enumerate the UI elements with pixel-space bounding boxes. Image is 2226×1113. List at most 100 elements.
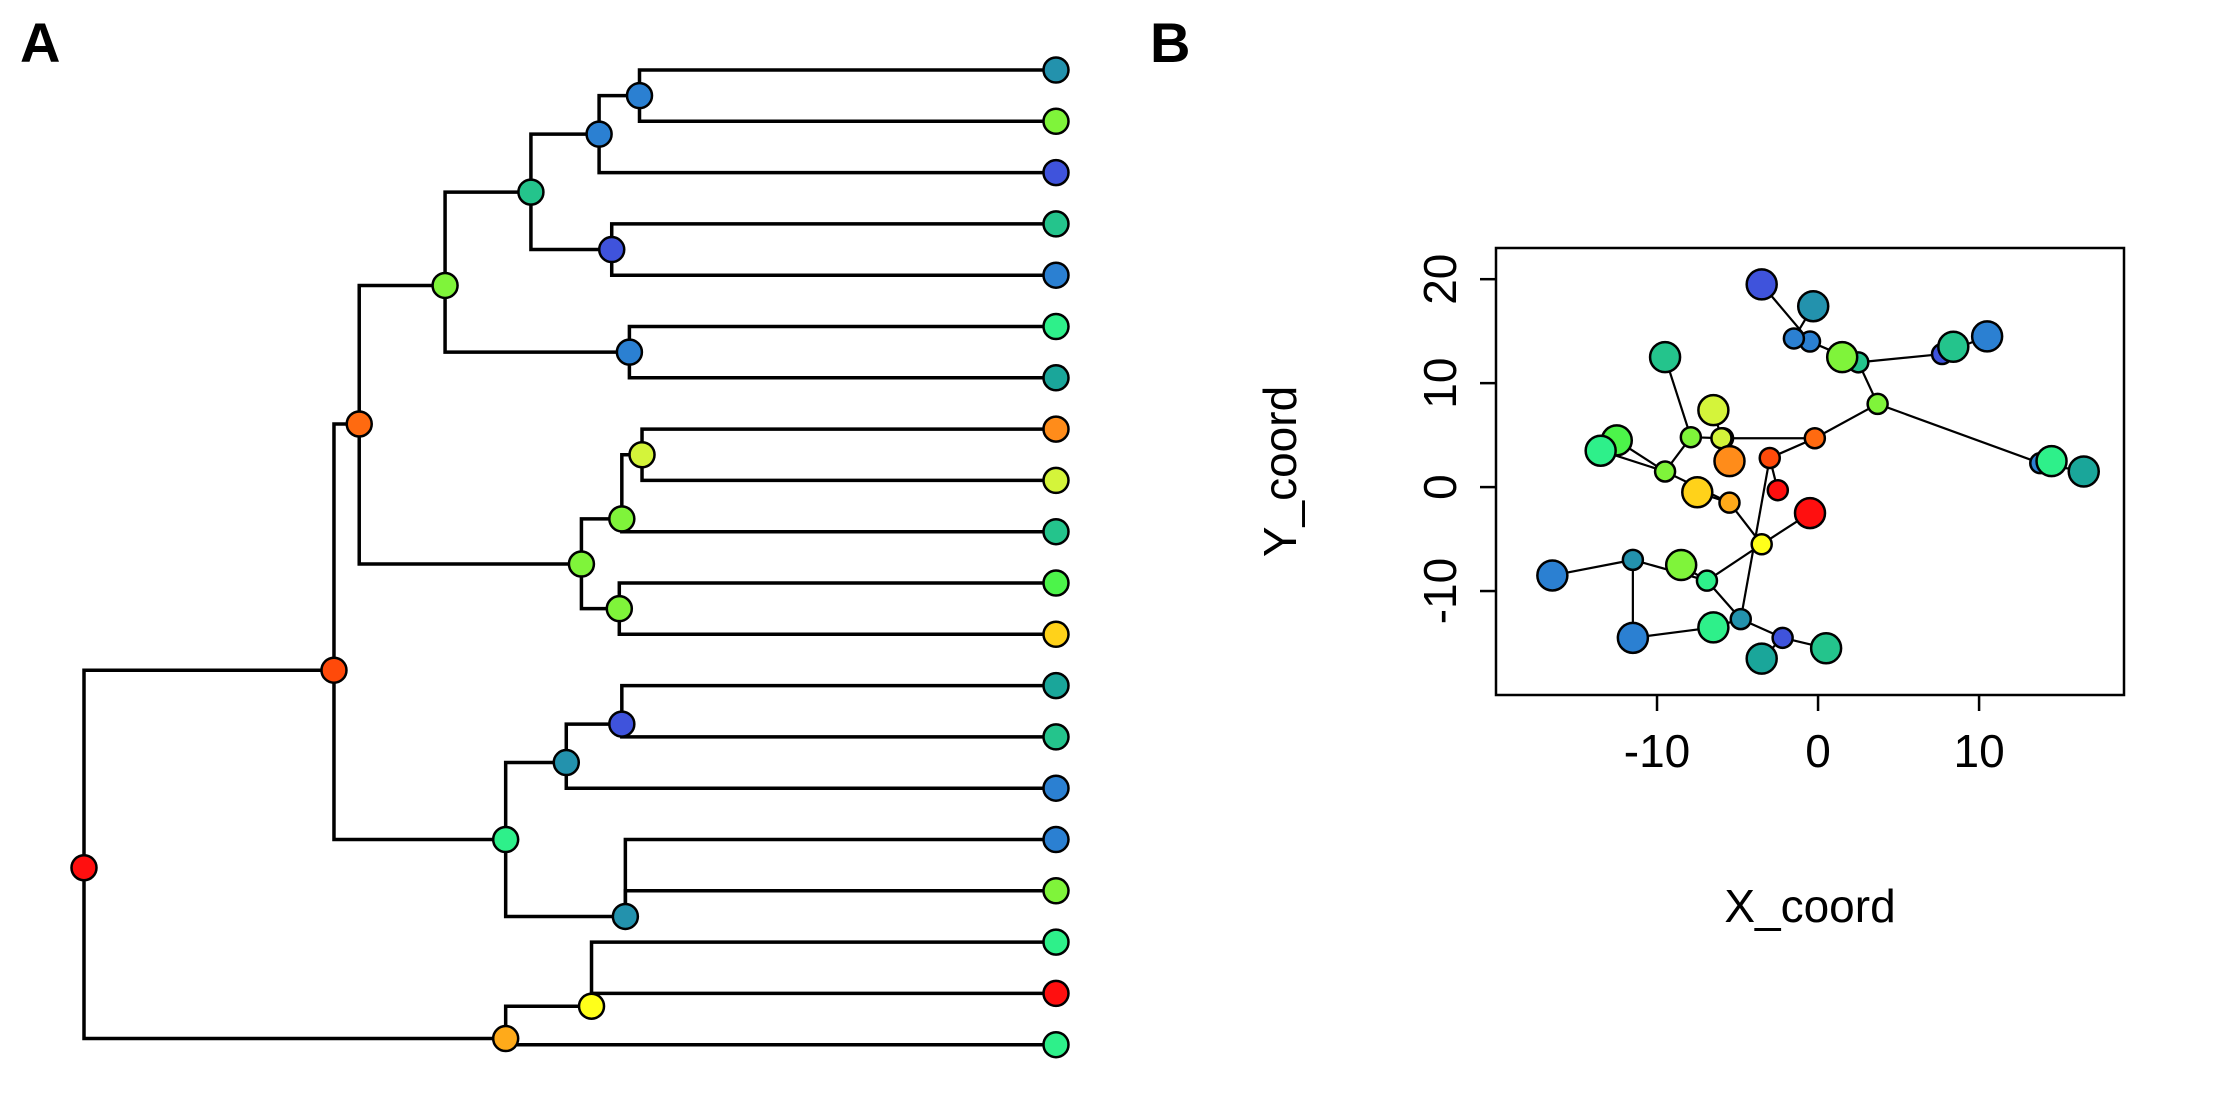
tree-internal-node — [431, 271, 459, 300]
scatter-point — [1793, 496, 1827, 530]
tree-tip-node — [1042, 877, 1070, 905]
tree-tip-node — [1042, 620, 1070, 649]
scatter-point — [1937, 330, 1970, 364]
tree-tip-branch — [620, 518, 1056, 534]
y-tick-label: -10 — [1414, 558, 1466, 624]
tree-internal-node — [345, 410, 373, 438]
tree-tip-branch — [623, 837, 1056, 917]
y-axis-label: Y_coord — [1254, 386, 1306, 557]
scatter-point — [1648, 340, 1682, 374]
scatter-point — [1729, 607, 1753, 631]
tree-branch — [332, 422, 360, 671]
x-axis: -10 0 10 — [1624, 695, 2005, 777]
tree-internal-node — [491, 825, 520, 854]
scatter-point — [1664, 548, 1698, 582]
tree-internal-node — [320, 656, 348, 684]
scatter-point — [1679, 425, 1703, 449]
scatter-point — [2067, 455, 2100, 488]
tree-branch — [529, 132, 600, 193]
tree-internal-node — [552, 748, 581, 777]
tree-internal-node — [628, 441, 656, 469]
tree-tip-node — [1042, 928, 1070, 956]
tree-tip-node — [1042, 825, 1070, 854]
tree-tip-branch — [640, 454, 1056, 483]
tree-tip-node — [1042, 466, 1070, 495]
x-tick-label: 0 — [1805, 725, 1831, 777]
tree-tip-branch — [623, 889, 1056, 917]
tree-internal-node — [608, 505, 636, 533]
scatter-point — [1745, 642, 1778, 675]
scatter-point — [1803, 426, 1827, 450]
panel-b-label: B — [1150, 11, 1190, 74]
scatter-point — [1695, 569, 1719, 592]
tree-internal-node — [625, 81, 654, 110]
tree-tip-node — [1042, 671, 1070, 700]
y-tick-label: 20 — [1414, 254, 1466, 305]
panel-a-label: A — [20, 11, 60, 74]
tree-tip-node — [1042, 107, 1070, 136]
scatter-point — [1616, 621, 1650, 655]
tree-tip-branch — [564, 762, 1056, 790]
tree-tip-branch — [627, 352, 1056, 380]
tree-internal-node — [70, 853, 98, 882]
scatter-point — [1653, 460, 1677, 483]
x-tick-label: 10 — [1953, 725, 2004, 777]
tree-tip-branch — [589, 940, 1056, 1007]
scatter-point — [1621, 548, 1645, 572]
scatter-point — [1750, 533, 1773, 556]
scatter-point — [1713, 444, 1746, 478]
scatter-point — [1745, 268, 1778, 301]
tree-tip-branch — [620, 683, 1056, 725]
x-axis-label: X_coord — [1724, 880, 1895, 932]
tree-tip-node — [1042, 979, 1070, 1008]
tree-tip-branch — [627, 324, 1056, 353]
y-tick-label: 0 — [1414, 474, 1466, 500]
tree-internal-node — [608, 710, 636, 738]
scatter-link — [1814, 402, 1879, 440]
scatter-link — [1858, 352, 1943, 364]
tree-internal-node — [517, 178, 545, 206]
tree-branch — [503, 1004, 592, 1039]
tree-tip-node — [1042, 723, 1070, 751]
tree-branch — [82, 867, 506, 1041]
tree-branch — [529, 192, 612, 252]
scatter-point — [1681, 476, 1714, 509]
tree-tip-node — [1042, 261, 1070, 289]
tree-tip-node — [1042, 774, 1070, 802]
scatter-link — [1877, 402, 2041, 465]
scatter-point — [1536, 559, 1569, 592]
tree-internal-node — [611, 902, 640, 931]
tree-tip-node — [1042, 312, 1070, 341]
tree-branch — [443, 190, 531, 286]
scatter-point — [1970, 320, 2004, 353]
scatter-point — [1697, 611, 1730, 644]
tree-tip-node — [1042, 158, 1070, 187]
scatter-point — [1718, 491, 1741, 514]
tree-internal-node — [567, 550, 596, 578]
scatter-points — [1536, 268, 2100, 675]
tree-internal-node — [585, 120, 613, 148]
tree-internal-node — [597, 235, 626, 264]
tree-branch — [357, 283, 446, 424]
scatter-point — [1771, 626, 1794, 650]
tree-tip-node — [1042, 1030, 1070, 1059]
tree-internal-node — [577, 992, 606, 1020]
tree-tip-branch — [637, 68, 1056, 96]
tree-tip-branch — [503, 1038, 1056, 1047]
scatter-point — [1866, 392, 1889, 416]
tree-tip-branch — [637, 95, 1056, 124]
tree-tip-node — [1042, 210, 1070, 238]
tree-tip-branch — [617, 608, 1056, 637]
tree-tip-branch — [640, 427, 1056, 455]
tree-tip-branch — [609, 249, 1056, 277]
tree-branch — [443, 285, 630, 354]
tree-tip-node — [1042, 364, 1070, 392]
scatter-point — [1766, 478, 1790, 502]
tree-nodes — [70, 56, 1070, 1059]
x-tick-label: -10 — [1624, 725, 1690, 777]
tree-branch — [503, 760, 567, 840]
tree-tip-node — [1042, 56, 1070, 84]
tree-tip-node — [1042, 569, 1070, 597]
tree-tip-branch — [597, 134, 1056, 175]
